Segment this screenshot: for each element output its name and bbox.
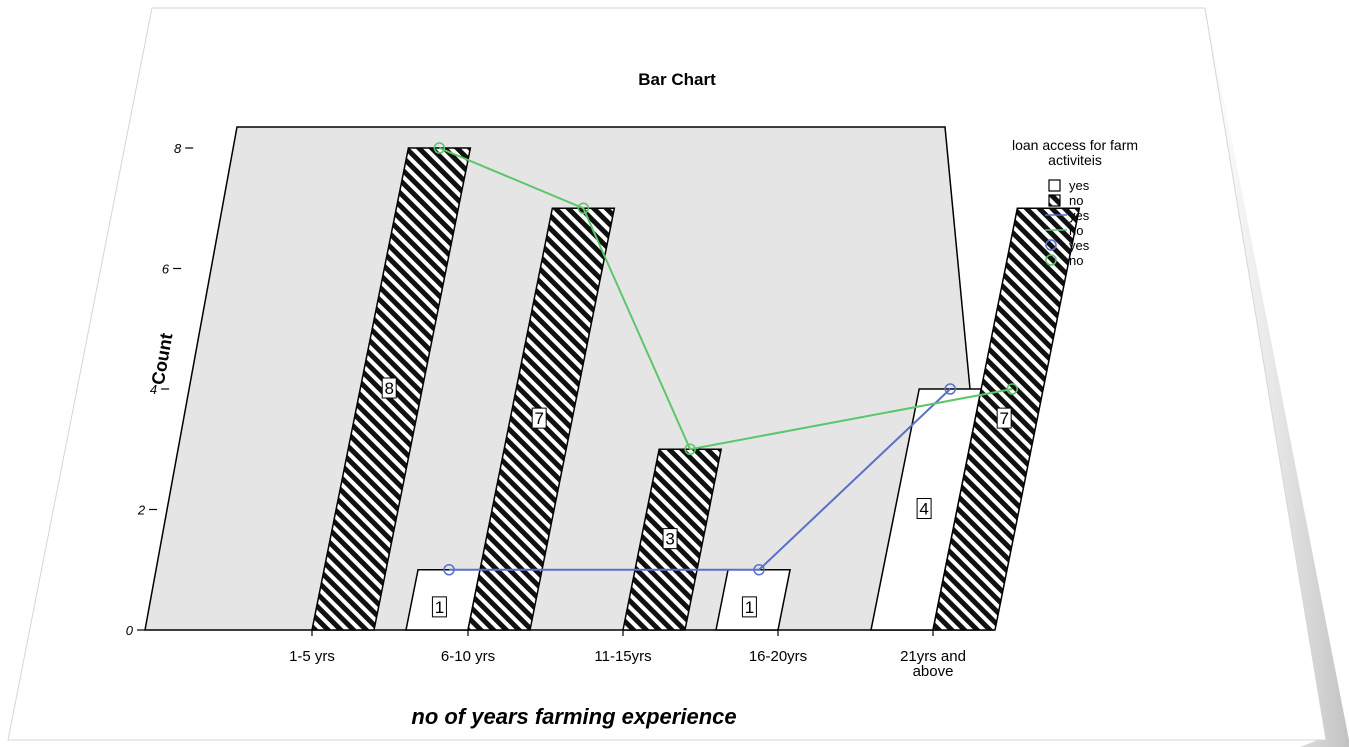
data-label: 3 bbox=[665, 530, 674, 549]
legend-swatch-yes bbox=[1048, 179, 1061, 192]
data-label: 1 bbox=[435, 598, 444, 617]
marker-yes bbox=[443, 564, 455, 576]
y-tick-label: 8 bbox=[174, 141, 182, 156]
legend-label: no bbox=[1069, 193, 1083, 208]
paper-shadow bbox=[1206, 8, 1349, 747]
data-label-box bbox=[531, 407, 547, 429]
legend-label: no bbox=[1069, 253, 1083, 268]
data-label-box bbox=[996, 407, 1012, 429]
y-axis: 0 2 4 6 8 bbox=[126, 141, 194, 638]
x-tick-label: 11-15yrs bbox=[594, 648, 651, 665]
legend-label: yes bbox=[1069, 208, 1090, 223]
data-label: 4 bbox=[919, 500, 928, 519]
legend-title: loan access for farm activiteis bbox=[1012, 137, 1138, 168]
line-no bbox=[439, 147, 1013, 451]
x-axis: 1-5 yrs 6-10 yrs 11-15yrs 16-20yrs 21yrs and… bbox=[289, 630, 966, 680]
legend-marker-no bbox=[1045, 254, 1057, 266]
data-label: 8 bbox=[384, 379, 393, 398]
bar-labels: 8 1 7 3 1 4 7 bbox=[381, 377, 1012, 618]
y-tick-label: 4 bbox=[150, 382, 157, 397]
data-label-box bbox=[662, 528, 678, 550]
legend-label: no bbox=[1069, 223, 1083, 238]
marker-no bbox=[1006, 383, 1018, 395]
x-tick-label: 1-5 yrs bbox=[289, 648, 335, 665]
x-tick-label: 21yrs and above bbox=[900, 648, 966, 680]
data-label: 7 bbox=[534, 409, 543, 428]
marker-no bbox=[684, 443, 696, 455]
x-tick-label: 16-20yrs bbox=[749, 648, 807, 665]
legend-marker-yes bbox=[1045, 239, 1057, 251]
legend-swatch-no bbox=[1048, 194, 1061, 207]
y-tick-label: 2 bbox=[137, 503, 146, 518]
y-tick-label: 0 bbox=[126, 623, 134, 638]
data-label-box bbox=[431, 596, 447, 618]
series-lines bbox=[433, 142, 1018, 576]
legend-label: yes bbox=[1069, 178, 1090, 193]
data-label: 7 bbox=[999, 409, 1008, 428]
line-yes bbox=[449, 388, 951, 571]
marker-yes bbox=[944, 383, 956, 395]
legend-label: yes bbox=[1069, 238, 1090, 253]
y-tick-label: 6 bbox=[162, 262, 170, 277]
marker-yes bbox=[753, 564, 765, 576]
data-label-box bbox=[741, 596, 757, 618]
legend: loan access for farm activiteisyesnoyesno… bbox=[1012, 137, 1138, 268]
marker-no bbox=[577, 202, 590, 214]
data-label-box bbox=[381, 377, 397, 399]
chart-title: Bar Chart bbox=[638, 70, 716, 89]
x-tick-label: 6-10 yrs bbox=[441, 648, 495, 665]
data-label: 1 bbox=[745, 598, 754, 617]
data-label-box bbox=[916, 498, 932, 519]
marker-no bbox=[433, 142, 446, 154]
x-axis-title: no of years farming experience bbox=[411, 704, 736, 729]
